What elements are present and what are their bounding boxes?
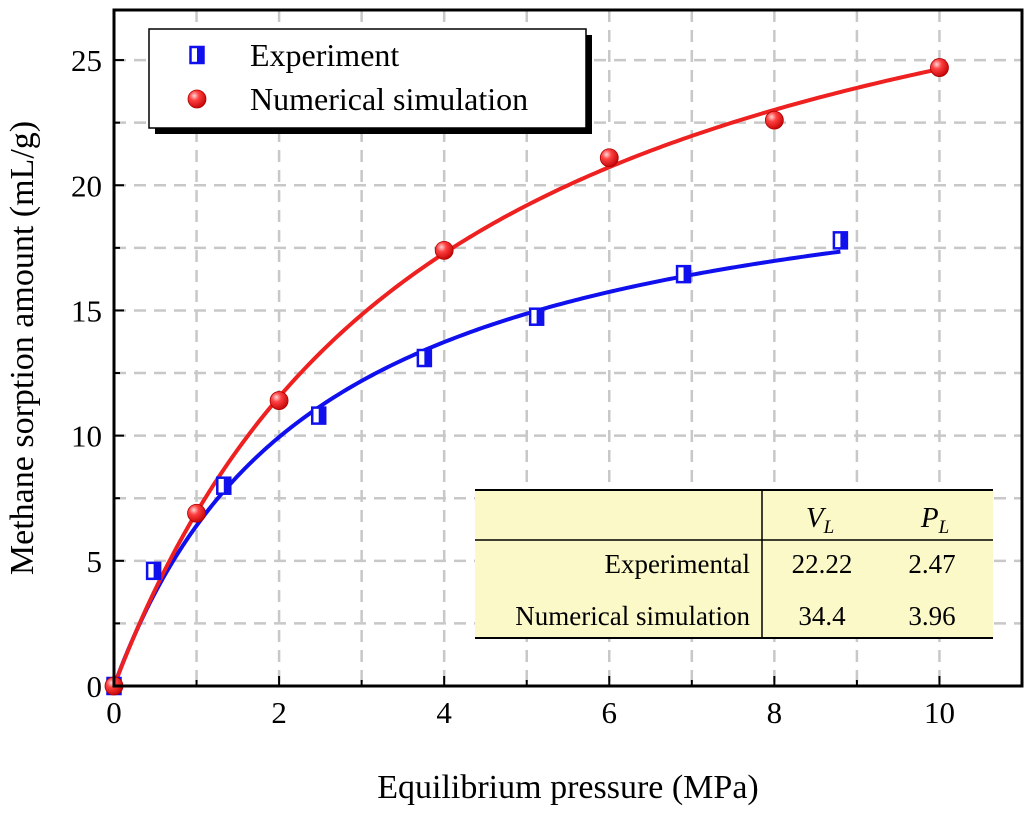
x-tick-label: 0 bbox=[106, 695, 122, 730]
legend-label-experiment: Experiment bbox=[250, 37, 399, 73]
experiment-point bbox=[416, 348, 433, 368]
marker-fill bbox=[683, 266, 691, 283]
marker-fill bbox=[223, 477, 231, 494]
legend-marker-simulation bbox=[187, 89, 207, 109]
simulation-point bbox=[187, 503, 206, 523]
y-tick-label: 0 bbox=[87, 669, 103, 704]
y-tick-label: 20 bbox=[71, 168, 102, 203]
table-cell-vl: 22.22 bbox=[792, 549, 853, 579]
simulation-point bbox=[599, 148, 619, 168]
table-cell-pl: 3.96 bbox=[908, 601, 955, 631]
table-row-label: Experimental bbox=[605, 549, 750, 579]
x-tick-label: 2 bbox=[271, 695, 287, 730]
marker-fill bbox=[197, 47, 204, 63]
legend-box bbox=[148, 28, 587, 129]
table-header-P: PL bbox=[920, 502, 949, 538]
plot-frame bbox=[112, 8, 1024, 688]
experiment-point bbox=[528, 307, 545, 326]
marker-fill bbox=[424, 350, 431, 367]
y-tick-label: 5 bbox=[87, 544, 103, 579]
simulation-point bbox=[434, 240, 454, 260]
table-cell-vl: 34.4 bbox=[798, 601, 846, 631]
x-tick-label: 6 bbox=[602, 695, 618, 730]
y-tick-label: 15 bbox=[71, 293, 102, 328]
parameter-table: VL PL Experimental 22.22 2.47 Numerical simul… bbox=[475, 489, 993, 639]
experiment-point bbox=[145, 561, 162, 581]
y-axis-label: Methane sorption amount (mL/g) bbox=[4, 121, 41, 575]
x-axis-label: Equilibrium pressure (MPa) bbox=[377, 769, 759, 806]
axis-ticks: 0 2 4 6 8 10 0 5 10 15 20 25 bbox=[71, 43, 1023, 730]
marker-fill bbox=[153, 562, 161, 579]
y-tick-label: 10 bbox=[71, 419, 102, 454]
legend-marker-experiment bbox=[189, 45, 205, 65]
simulation-point bbox=[269, 391, 289, 410]
table-cell-pl: 2.47 bbox=[908, 549, 955, 579]
fit-curves bbox=[112, 67, 940, 687]
legend-label-simulation: Numerical simulation bbox=[250, 81, 528, 117]
simulation-point bbox=[764, 110, 784, 130]
table-row-label: Numerical simulation bbox=[515, 601, 750, 631]
experiment-point bbox=[675, 264, 692, 284]
marker-fill bbox=[536, 308, 544, 325]
marker-fill bbox=[318, 407, 326, 424]
experiment-point bbox=[310, 406, 327, 425]
y-tick-label: 25 bbox=[71, 43, 102, 78]
table-header-V: VL bbox=[806, 502, 834, 538]
table-background bbox=[475, 490, 993, 638]
x-tick-label: 8 bbox=[767, 695, 783, 730]
simulation-point bbox=[930, 58, 949, 77]
marker-fill bbox=[840, 232, 847, 249]
legend: Experiment Numerical simulation bbox=[148, 28, 592, 134]
experiment-point bbox=[216, 476, 232, 495]
fit-curve-simulation bbox=[112, 67, 940, 687]
fit-curve-experiment bbox=[112, 249, 841, 687]
x-tick-label: 4 bbox=[436, 695, 452, 730]
x-tick-label: 10 bbox=[924, 695, 955, 730]
experiment-point bbox=[832, 231, 849, 250]
